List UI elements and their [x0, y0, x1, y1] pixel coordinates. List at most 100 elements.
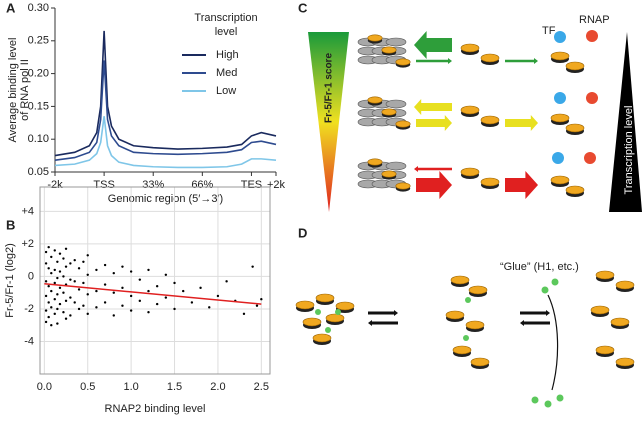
- nucleosome: [302, 317, 322, 327]
- point: [255, 304, 259, 307]
- y-tick-label: 0.10: [28, 133, 49, 145]
- point: [64, 299, 68, 303]
- arrow: [368, 320, 398, 326]
- nucleosome: [450, 275, 470, 285]
- x-tick-label: 1.0: [123, 381, 138, 393]
- point: [95, 289, 98, 293]
- point: [164, 296, 168, 299]
- nucleosome: [595, 270, 615, 280]
- nucleosome: [452, 345, 472, 355]
- nucleosome: [335, 301, 355, 311]
- point: [50, 289, 53, 293]
- line-series: [54, 60, 277, 161]
- point: [58, 270, 62, 273]
- point: [62, 291, 65, 294]
- nucleosome: [550, 175, 570, 185]
- point: [47, 301, 50, 304]
- tf-label: TF: [542, 25, 556, 37]
- point: [112, 314, 115, 317]
- nucleosome: [395, 182, 411, 190]
- transcription-label: Transcription level: [623, 106, 635, 195]
- panel-label: C: [298, 0, 308, 15]
- y-tick-label: 0: [28, 270, 34, 282]
- glue: [315, 309, 321, 315]
- glue: [531, 396, 539, 404]
- y-tick-label: +4: [21, 205, 34, 217]
- nucleosome: [367, 158, 383, 166]
- nucleosome: [565, 185, 585, 195]
- point: [82, 260, 85, 263]
- y-tick-label: 0.05: [28, 166, 49, 178]
- point: [147, 289, 150, 293]
- nucleosome: [590, 305, 610, 315]
- point: [121, 265, 124, 268]
- rnap-icon: [586, 92, 598, 104]
- glue: [544, 400, 552, 408]
- point: [155, 302, 159, 306]
- rnap-label: RNAP: [579, 14, 610, 26]
- arrow: [416, 58, 452, 64]
- point: [138, 299, 142, 303]
- point: [53, 249, 56, 252]
- rnap-icon: [584, 152, 596, 164]
- arrow: [416, 115, 452, 131]
- nucleosome: [460, 43, 480, 53]
- legend-label: Low: [216, 85, 236, 97]
- point: [199, 286, 202, 290]
- point: [190, 301, 194, 304]
- nucleosome: [480, 115, 500, 125]
- point: [86, 254, 89, 257]
- x-tick-label: 0.0: [37, 381, 52, 393]
- point: [225, 280, 228, 283]
- point: [47, 315, 50, 319]
- line-series: [54, 116, 277, 169]
- x-tick-label: 1.5: [167, 381, 182, 393]
- point: [69, 314, 72, 317]
- point: [56, 276, 59, 280]
- glue: [541, 286, 549, 294]
- point: [147, 268, 150, 272]
- point: [58, 286, 62, 290]
- x-axis-label: Genomic region (5′→3′): [108, 193, 223, 205]
- x-tick-label: 0.5: [80, 381, 95, 393]
- point: [208, 306, 211, 309]
- point: [121, 304, 124, 307]
- point: [242, 312, 246, 316]
- point: [73, 280, 76, 283]
- point: [62, 275, 65, 278]
- point: [44, 309, 48, 312]
- glue: [325, 327, 331, 333]
- point: [260, 298, 263, 301]
- panel-label: D: [298, 225, 307, 240]
- nucleosome: [445, 310, 465, 320]
- nucleosome: [460, 167, 480, 177]
- point: [73, 258, 76, 262]
- nucleosome: [615, 357, 635, 367]
- point: [62, 311, 65, 314]
- y-tick-label: 0.20: [28, 68, 49, 80]
- nucleosome: [395, 58, 411, 66]
- point: [173, 307, 176, 311]
- point: [44, 262, 48, 265]
- point: [77, 307, 81, 311]
- point: [173, 281, 176, 285]
- nucleosome: [595, 345, 615, 355]
- point: [164, 273, 168, 277]
- nucleosome: [367, 96, 383, 104]
- nucleosome: [610, 317, 630, 327]
- plot-frame: [39, 186, 271, 375]
- x-tick-label: +2k: [267, 179, 286, 191]
- x-tick-label: -2k: [47, 179, 63, 191]
- score-label: Fr-5/Fr-1 score: [324, 53, 335, 123]
- point: [58, 252, 62, 255]
- arrow: [505, 115, 538, 131]
- nucleosome: [395, 120, 411, 128]
- point: [64, 247, 68, 250]
- score-wedge: [308, 32, 349, 212]
- point: [95, 306, 98, 309]
- point: [103, 283, 107, 286]
- x-tick-label: TSS: [93, 179, 114, 191]
- point: [58, 302, 62, 306]
- point: [73, 301, 76, 304]
